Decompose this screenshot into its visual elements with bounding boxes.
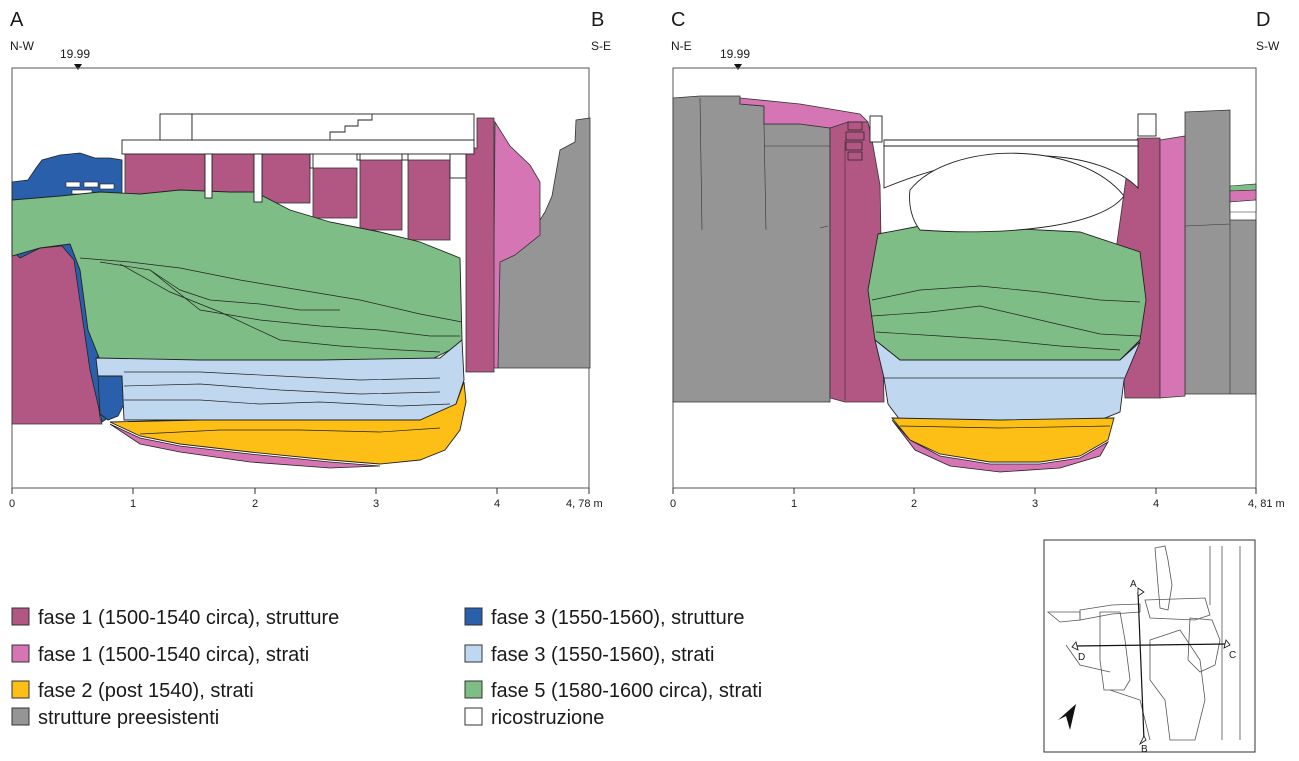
section-cd-fase3-layers [874, 338, 1141, 421]
section-cd-preexisting-left-lines [699, 97, 830, 231]
section-cd-fase5-layers [867, 225, 1147, 361]
section-ab-fase2-line [139, 427, 441, 435]
key-map-section-line-ab [1137, 591, 1145, 741]
section-ab-elevation-label: 19.99 [60, 47, 90, 61]
section-cd-right-letter: D [1256, 9, 1270, 31]
section-cd-fase1-top [739, 97, 869, 129]
legend-label-2: fase 2 (post 1540), strati [38, 680, 254, 702]
section-ab-fase1-layer-right [492, 120, 541, 369]
section-cd-elevation-label: 19.99 [720, 47, 750, 61]
section-cd-fase2-line [899, 425, 1111, 429]
section-cd-tick-3: 3 [1032, 498, 1038, 510]
key-map: A B C D [1043, 539, 1256, 755]
section-cd-reconstruction [869, 113, 1157, 233]
section-ab-right-direction: S-E [591, 39, 611, 53]
section-ab-elevation-marker [74, 64, 82, 70]
section-ab-fase1-base [109, 423, 381, 469]
section-cd-end-label: 4, 81 m [1248, 498, 1285, 510]
section-cd-tick-4: 4 [1153, 498, 1159, 510]
legend-swatch-5 [464, 644, 483, 663]
legend-label-4: fase 3 (1550-1560), strutture [491, 607, 744, 629]
legend-label-7: ricostruzione [491, 707, 604, 729]
section-ab-fase5-layers [11, 189, 463, 361]
section-cd-elevation-marker [734, 64, 742, 70]
legend-swatch-1 [11, 644, 30, 663]
legend-swatch-0 [11, 607, 30, 626]
key-map-marker-c [1223, 639, 1231, 649]
section-ab-right-letter: B [591, 9, 604, 31]
section-cd-fase5-lines [871, 285, 1141, 351]
legend-label-6: fase 5 (1580-1600 circa), strati [491, 680, 762, 702]
legend-label-0: fase 1 (1500-1540 circa), strutture [38, 607, 339, 629]
legend-label-5: fase 3 (1550-1560), strati [491, 644, 714, 666]
section-cd-right-direction: S-W [1256, 39, 1280, 53]
key-map-marker-a [1137, 587, 1145, 597]
key-map-label-b: B [1141, 744, 1148, 755]
section-ab-tick-0: 0 [9, 498, 15, 510]
legend-swatch-6 [464, 680, 483, 699]
section-ab-fase3-lines [123, 371, 451, 407]
section-cd-fase2-layers [891, 417, 1115, 463]
section-ab-end-label: 4, 78 m [566, 498, 603, 510]
key-map-label-d: D [1078, 652, 1085, 663]
section-ab: A N-W B S-E 19.99 [9, 9, 611, 510]
section-ab-fase5-lines [79, 257, 463, 353]
section-cd-preexisting-right-lines [1184, 220, 1231, 394]
section-ab-fase1-pier [465, 117, 495, 373]
section-cd-preexisting-left [672, 95, 831, 403]
key-map-label-a: A [1130, 579, 1137, 590]
section-ab-tick-4: 4 [494, 498, 500, 510]
section-ab-tick-2: 2 [252, 498, 258, 510]
section-cd-axis-ticks [672, 488, 1257, 494]
key-map-label-c: C [1229, 650, 1236, 661]
section-cd-tick-2: 2 [911, 498, 917, 510]
legend-label-1: fase 1 (1500-1540 circa), strati [38, 644, 309, 666]
north-arrow-icon [1058, 704, 1076, 730]
legend-label-3: strutture preesistenti [38, 707, 219, 729]
legend: fase 1 (1500-1540 circa), strutture fase… [11, 607, 762, 729]
section-cd-tick-1: 1 [791, 498, 797, 510]
key-map-section-line-cd [1075, 643, 1227, 647]
section-ab-reconstruction [121, 113, 475, 203]
section-cd-fase1-layer-right [1159, 135, 1186, 399]
section-cd-left-direction: N-E [671, 39, 692, 53]
legend-swatch-7 [464, 707, 483, 726]
section-cd-recon-strip [1229, 199, 1257, 213]
section-cd-tick-0: 0 [670, 498, 676, 510]
key-map-marker-b [1138, 735, 1147, 746]
section-ab-fase2-layers [109, 381, 467, 465]
key-map-plan-outline [1046, 545, 1241, 741]
section-ab-left-direction: N-W [10, 39, 35, 53]
section-ab-axis-ticks [11, 488, 590, 494]
legend-swatch-2 [11, 680, 30, 699]
section-ab-tick-3: 3 [373, 498, 379, 510]
section-cd-preexisting-right [1184, 109, 1257, 395]
section-cd-fase1-base [891, 419, 1110, 473]
section-cd-left-letter: C [671, 9, 685, 31]
legend-swatch-3 [11, 707, 30, 726]
section-ab-left-letter: A [10, 9, 24, 31]
section-cd-rubble [845, 121, 865, 161]
legend-swatch-4 [464, 607, 483, 626]
section-cd: C N-E D S-W 19.99 [670, 9, 1285, 510]
key-map-marker-d [1071, 641, 1079, 651]
section-ab-tick-1: 1 [130, 498, 136, 510]
